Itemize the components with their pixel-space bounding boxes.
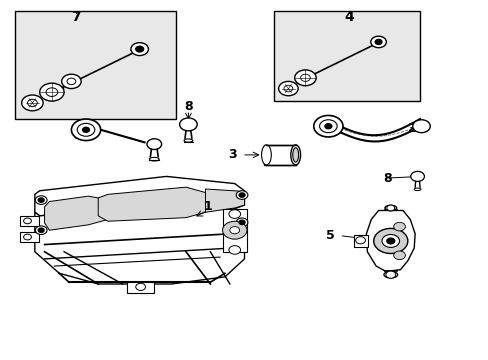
Circle shape <box>136 46 143 52</box>
Circle shape <box>412 120 429 133</box>
Circle shape <box>179 118 197 131</box>
Text: 2: 2 <box>407 122 416 135</box>
Circle shape <box>131 42 148 55</box>
Circle shape <box>319 120 336 133</box>
Text: 5: 5 <box>325 229 334 242</box>
Circle shape <box>239 220 244 225</box>
Circle shape <box>410 171 424 181</box>
Circle shape <box>40 83 64 101</box>
Ellipse shape <box>384 205 396 211</box>
Ellipse shape <box>290 145 300 165</box>
Bar <box>127 282 154 293</box>
Text: 7: 7 <box>71 10 81 24</box>
Circle shape <box>27 99 37 107</box>
Circle shape <box>222 221 246 239</box>
Polygon shape <box>205 189 244 212</box>
Circle shape <box>67 78 76 85</box>
Circle shape <box>386 205 394 211</box>
Polygon shape <box>35 176 244 216</box>
Circle shape <box>136 283 145 291</box>
Bar <box>222 209 246 252</box>
Ellipse shape <box>383 271 397 278</box>
Ellipse shape <box>149 157 159 161</box>
Circle shape <box>147 139 161 149</box>
Text: 1: 1 <box>203 201 212 213</box>
Circle shape <box>393 222 405 231</box>
Circle shape <box>239 193 244 197</box>
Circle shape <box>71 119 101 140</box>
Circle shape <box>300 74 310 81</box>
Circle shape <box>386 238 394 244</box>
Circle shape <box>229 226 239 234</box>
Ellipse shape <box>261 145 271 165</box>
Circle shape <box>228 210 240 219</box>
Text: 4: 4 <box>344 10 353 24</box>
Circle shape <box>77 123 95 136</box>
Ellipse shape <box>183 139 192 142</box>
Bar <box>15 12 176 119</box>
Circle shape <box>23 234 31 240</box>
Circle shape <box>21 95 43 111</box>
Circle shape <box>236 191 247 199</box>
Circle shape <box>38 228 44 232</box>
Polygon shape <box>35 203 244 284</box>
Circle shape <box>381 234 399 247</box>
Bar <box>20 232 39 242</box>
Text: 8: 8 <box>383 172 391 185</box>
Text: 8: 8 <box>184 100 192 113</box>
Text: 3: 3 <box>228 148 237 161</box>
Bar <box>273 12 419 101</box>
Circle shape <box>61 74 81 89</box>
Circle shape <box>325 124 331 129</box>
Ellipse shape <box>413 188 420 190</box>
Circle shape <box>370 36 386 48</box>
Circle shape <box>82 127 89 132</box>
Bar <box>264 145 295 165</box>
Ellipse shape <box>292 148 298 162</box>
Circle shape <box>373 228 407 253</box>
Circle shape <box>313 116 342 137</box>
Circle shape <box>294 70 316 86</box>
Bar <box>353 234 367 247</box>
Circle shape <box>23 218 31 224</box>
Bar <box>20 216 39 226</box>
Circle shape <box>374 40 381 44</box>
Circle shape <box>236 218 247 226</box>
Circle shape <box>385 271 395 278</box>
Circle shape <box>46 88 58 96</box>
Circle shape <box>228 246 240 254</box>
Circle shape <box>393 251 405 260</box>
Polygon shape <box>366 211 414 271</box>
Circle shape <box>278 81 298 96</box>
Circle shape <box>284 85 292 92</box>
Polygon shape <box>44 196 108 230</box>
Polygon shape <box>98 187 205 221</box>
Circle shape <box>355 237 365 244</box>
Circle shape <box>35 226 47 234</box>
Circle shape <box>35 196 47 204</box>
Circle shape <box>38 198 44 202</box>
Text: 6: 6 <box>72 129 81 142</box>
